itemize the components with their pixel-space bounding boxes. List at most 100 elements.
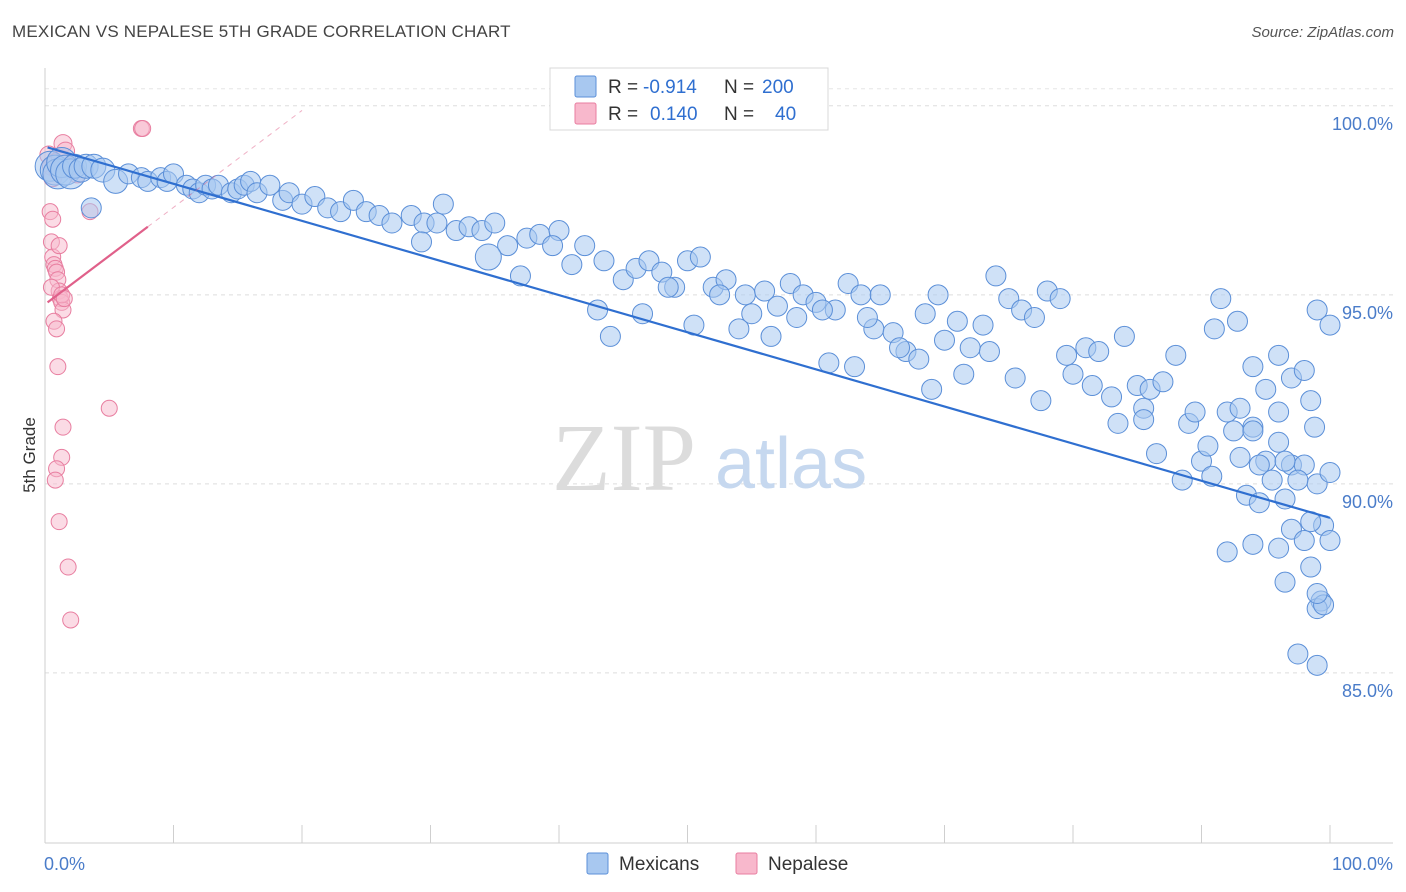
x-tick-label-min: 0.0%: [44, 854, 85, 874]
mexicans-point: [709, 284, 731, 306]
mexicans-point: [1107, 412, 1129, 434]
nepalese-point: [50, 237, 68, 255]
mexicans-point: [1030, 390, 1052, 412]
mexicans-point: [1268, 537, 1290, 559]
mexicans-point: [760, 325, 782, 347]
y-tick-label: 95.0%: [1342, 303, 1393, 323]
nepalese-point: [100, 399, 118, 417]
mexicans-point: [934, 329, 955, 351]
nepalese-points: [39, 119, 152, 629]
mexicans-point: [1226, 310, 1248, 332]
mexicans-point: [811, 299, 833, 321]
bottom-legend-mexicans: Mexicans: [619, 854, 699, 875]
mexicans-point: [1242, 533, 1264, 555]
mexicans-point: [1268, 344, 1290, 366]
mexicans-point: [1184, 401, 1206, 423]
mexicans-point: [1293, 530, 1315, 552]
watermark-zip: ZIP: [552, 404, 696, 511]
mexicans-point: [1268, 401, 1290, 423]
mexicans-point: [561, 254, 583, 276]
nepalese-point: [46, 471, 64, 489]
mexicans-point: [959, 337, 981, 359]
axes: [44, 68, 1393, 844]
legend-n-label-1: N =: [724, 77, 754, 98]
mexicans-point: [426, 212, 448, 234]
y-tick-label: 100.0%: [1332, 114, 1393, 134]
mexicans-point: [889, 337, 911, 359]
legend-r-label-1: R =: [608, 77, 638, 98]
mexicans-point: [432, 193, 454, 215]
mexicans-point: [1203, 318, 1225, 340]
mexicans-point: [1210, 288, 1232, 310]
mexicans-point: [1171, 469, 1193, 491]
mexicans-point: [1229, 397, 1251, 419]
mexicans-point: [1023, 307, 1045, 329]
nepalese-point: [49, 358, 67, 376]
y-axis-title: 5th Grade: [20, 417, 39, 493]
mexicans-point: [1306, 654, 1328, 676]
mexicans-point: [657, 276, 679, 298]
mexicans-point: [850, 284, 872, 306]
nepalese-point: [48, 320, 66, 338]
mexicans-point: [754, 280, 776, 302]
mexicans-point: [844, 356, 866, 378]
mexicans-point: [1133, 409, 1155, 431]
nepalese-point: [54, 418, 72, 436]
legend-r-value-1: -0.914: [643, 77, 697, 98]
mexicans-point: [593, 250, 615, 272]
mexicans-point: [1004, 367, 1026, 389]
nepalese-point: [44, 210, 62, 228]
mexicans-point: [1152, 371, 1174, 393]
mexicans-points: [34, 147, 1341, 676]
watermark-atlas: atlas: [715, 424, 867, 504]
mexicans-point: [972, 314, 994, 336]
x-tick-label-max: 100.0%: [1332, 854, 1393, 874]
mexicans-point: [484, 212, 506, 234]
mexicans-point: [1049, 288, 1071, 310]
mexicans-point: [978, 341, 1000, 363]
nepalese-point: [62, 611, 80, 629]
mexicans-point: [1306, 582, 1328, 604]
stats-legend: R = -0.914 N = 200 R = 0.140 N = 40: [549, 67, 829, 131]
watermark: ZIP atlas: [552, 404, 867, 511]
mexicans-point: [1197, 435, 1219, 457]
mexicans-point: [1319, 462, 1341, 484]
mexicans-point: [1242, 356, 1264, 378]
mexicans-point: [1300, 390, 1322, 412]
mexicans-point: [1088, 341, 1110, 363]
bottom-legend-swatch-mexicans: [586, 852, 609, 875]
mexicans-point: [411, 231, 433, 253]
mexicans-point: [1081, 375, 1103, 397]
mexicans-point: [856, 307, 878, 329]
mexicans-point: [542, 235, 564, 257]
mexicans-point: [1146, 443, 1168, 465]
mexicans-point: [1113, 325, 1135, 347]
legend-n-value-1: 200: [762, 77, 794, 98]
mexicans-point: [1165, 344, 1187, 366]
mexicans-point: [869, 284, 891, 306]
mexicans-point: [80, 197, 102, 219]
mexicans-point: [1242, 420, 1264, 442]
y-tick-label: 90.0%: [1342, 492, 1393, 512]
mexicans-point: [1319, 530, 1341, 552]
chart-source: Source: ZipAtlas.com: [1251, 24, 1394, 41]
mexicans-point: [599, 325, 621, 347]
mexicans-point: [734, 284, 756, 306]
mexicans-point: [1319, 314, 1341, 336]
mexicans-point: [1101, 386, 1123, 408]
mexicans-point: [953, 363, 975, 385]
tick-labels: 85.0% 90.0% 95.0% 100.0% 0.0% 100.0%: [44, 114, 1393, 874]
bottom-legend-swatch-nepalese: [735, 852, 758, 875]
mexicans-point: [786, 307, 808, 329]
mexicans-point: [381, 212, 403, 234]
mexicans-point: [1223, 420, 1245, 442]
mexicans-point: [1287, 469, 1309, 491]
bottom-legend-nepalese: Nepalese: [768, 854, 848, 875]
mexicans-point: [766, 295, 788, 317]
mexicans-point: [1304, 416, 1326, 438]
mexicans-point: [1287, 643, 1309, 665]
trend-lines: [46, 110, 1331, 519]
nepalese-point: [59, 558, 77, 576]
mexicans-point: [1261, 469, 1283, 491]
mexicans-point: [927, 284, 949, 306]
